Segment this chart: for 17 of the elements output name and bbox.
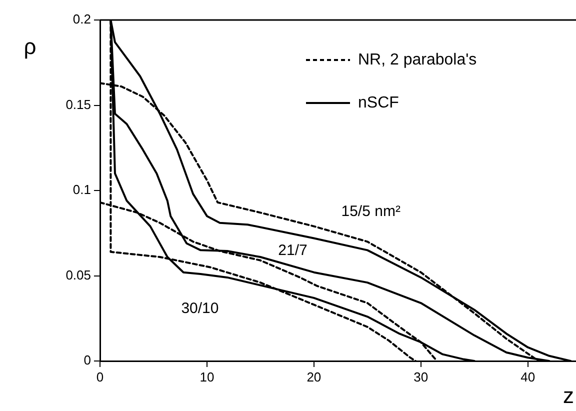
legend-label: NR, 2 parabola's xyxy=(358,51,477,68)
x-tick-label: 20 xyxy=(306,369,322,384)
x-tick-label: 0 xyxy=(96,369,104,384)
annotation: 15/5 nm² xyxy=(341,203,400,220)
legend-label: nSCF xyxy=(358,94,400,112)
x-tick-label: 40 xyxy=(520,369,536,384)
x-tick-label: 10 xyxy=(200,369,214,384)
y-tick-label: 0.2 xyxy=(72,12,91,27)
y-tick-label: 0.1 xyxy=(72,182,91,198)
annotation: 21/7 xyxy=(278,242,308,259)
annotation: 30/10 xyxy=(181,300,219,317)
y-tick-label: 0.15 xyxy=(66,96,91,112)
y-axis-title: ρ xyxy=(24,34,36,60)
x-axis-title: z xyxy=(563,383,574,408)
y-tick-label: 0 xyxy=(84,352,91,368)
x-tick-label: 30 xyxy=(414,369,428,384)
y-tick-label: 0.05 xyxy=(66,267,91,282)
